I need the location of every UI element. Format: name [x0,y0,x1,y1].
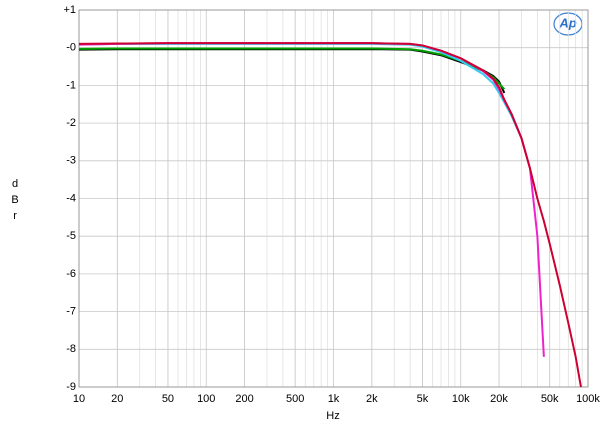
plot-frame [78,9,589,388]
x-tick-label: 100 [197,393,215,405]
y-tick-label: -2 [66,117,76,129]
y-tick-label: -3 [66,155,76,167]
x-tick-label: 200 [235,393,253,405]
x-tick-label: 20 [111,393,123,405]
x-tick-label: 20k [490,393,508,405]
series-line [78,42,545,357]
x-tick-label: 100k [576,393,600,405]
y-tick-label: -5 [66,230,76,242]
x-tick-label: 1k [328,393,340,405]
x-tick-label: 500 [286,393,304,405]
y-tick-label: -7 [66,306,76,318]
y-axis-label: dBr [9,178,21,226]
series-line [78,47,506,90]
x-tick-label: 2k [366,393,378,405]
x-tick-label: 10k [452,393,470,405]
x-axis-label: Hz [326,410,339,422]
series-line [78,48,506,94]
series-line [78,42,582,388]
y-tick-label: -0 [66,42,76,54]
x-tick-label: 5k [417,393,429,405]
x-tick-label: 50k [541,393,559,405]
y-tick-label: -8 [66,343,76,355]
y-tick-label: -9 [66,381,76,393]
x-tick-label: 10 [73,393,85,405]
y-tick-label: -6 [66,268,76,280]
x-tick-label: 50 [162,393,174,405]
y-tick-label: -4 [66,192,76,204]
y-tick-label: +1 [63,4,76,16]
y-tick-label: -1 [66,79,76,91]
logo: Ap [558,15,576,30]
